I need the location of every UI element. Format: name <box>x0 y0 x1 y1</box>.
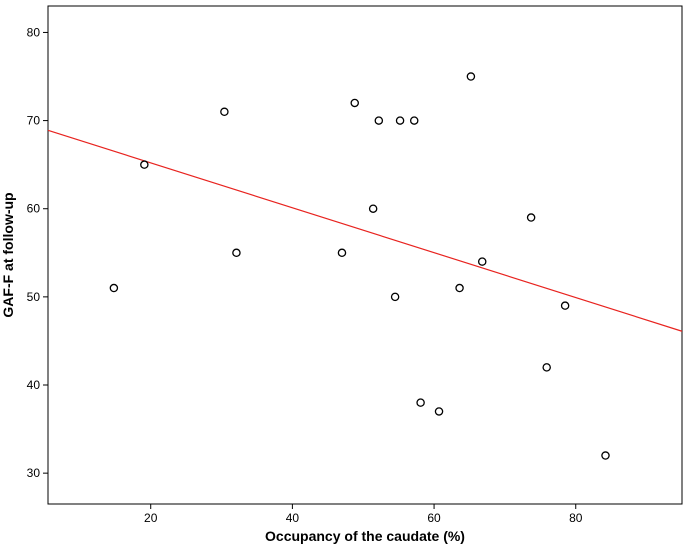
y-tick-label: 50 <box>27 290 41 304</box>
data-point <box>542 363 551 372</box>
data-point <box>416 398 425 407</box>
data-point <box>368 204 378 213</box>
x-axis-ticks: 20 40 60 80 <box>144 504 583 525</box>
data-point <box>434 407 444 416</box>
data-point <box>466 72 476 81</box>
data-point <box>374 116 384 125</box>
data-points <box>109 72 610 460</box>
data-point <box>350 98 359 108</box>
data-point <box>409 116 419 125</box>
plot-frame <box>47 5 683 505</box>
data-point <box>455 283 464 293</box>
y-tick-label: 70 <box>27 114 41 128</box>
data-point <box>560 301 570 310</box>
data-point <box>220 107 229 117</box>
x-axis-title: Occupancy of the caudate (%) <box>265 528 465 544</box>
data-point <box>140 160 149 169</box>
x-tick-label: 40 <box>286 511 300 525</box>
y-tick-label: 80 <box>27 25 41 39</box>
data-point <box>395 116 405 125</box>
data-point <box>477 257 487 266</box>
data-point <box>601 451 610 460</box>
x-tick-label: 80 <box>569 511 583 525</box>
x-tick-label: 20 <box>144 511 158 525</box>
data-point <box>390 292 400 302</box>
data-point <box>232 248 241 258</box>
y-tick-label: 30 <box>27 466 41 480</box>
x-tick-label: 60 <box>427 511 441 525</box>
y-tick-label: 40 <box>27 378 41 392</box>
y-axis-ticks: 30 40 50 60 70 80 <box>27 25 48 480</box>
regression-line <box>47 129 683 332</box>
data-point <box>526 213 536 222</box>
data-point <box>109 283 119 293</box>
y-tick-label: 60 <box>27 202 41 216</box>
data-point <box>337 248 347 258</box>
y-axis-title: GAF-F at follow-up <box>0 192 16 317</box>
